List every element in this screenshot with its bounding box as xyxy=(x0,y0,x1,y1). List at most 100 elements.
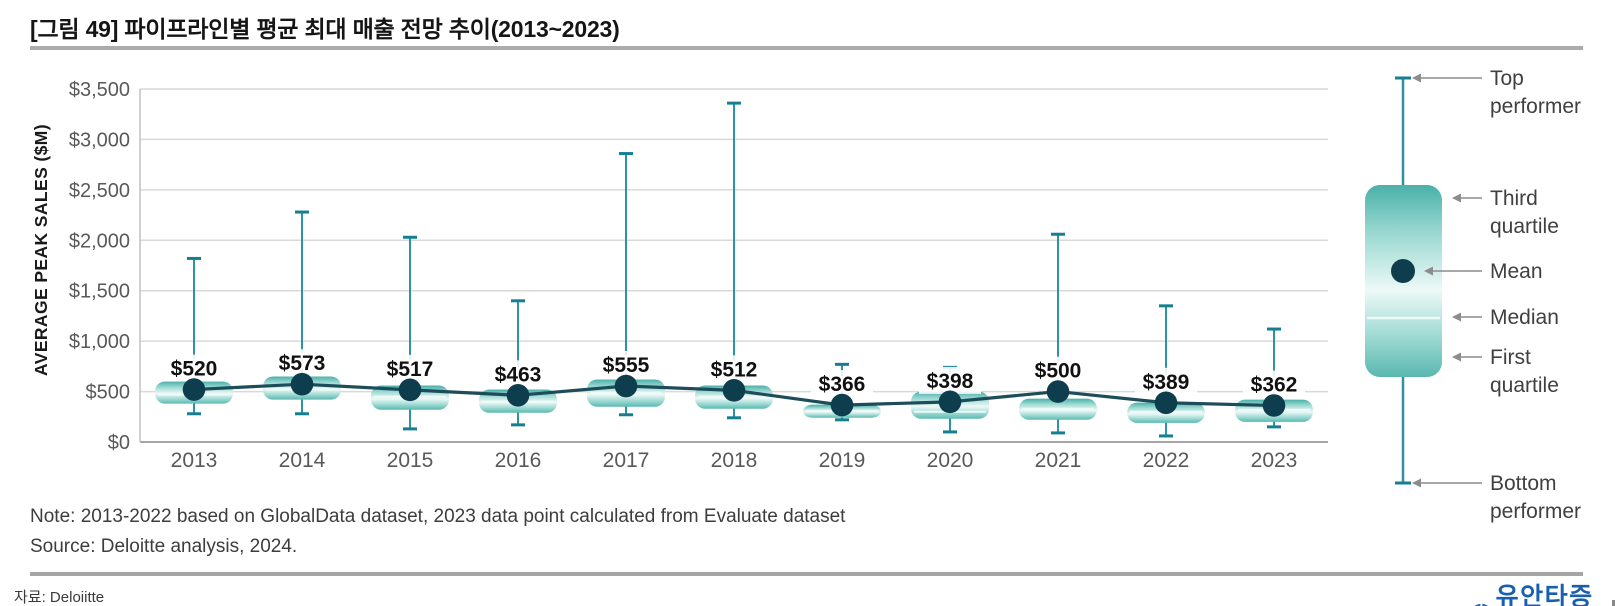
legend-label-1: Third quartile xyxy=(1490,187,1559,238)
mean-label-bg-2018 xyxy=(703,355,765,383)
y-tick-label-2500: $2,500 xyxy=(69,180,130,202)
box-group-2017 xyxy=(587,379,665,407)
whisker-2021 xyxy=(1051,232,1065,435)
whisker-2022 xyxy=(1159,304,1173,438)
whisker-2023 xyxy=(1267,327,1281,429)
whisker-2015 xyxy=(403,235,417,431)
mean-label-2020: $398 xyxy=(927,370,974,393)
box-group-2018 xyxy=(695,385,773,409)
chart-note: Note: 2013-2022 based on GlobalData data… xyxy=(30,506,846,527)
x-tick-label-2022: 2022 xyxy=(1143,449,1190,472)
box-group-2015 xyxy=(371,385,449,410)
x-tick-label-2018: 2018 xyxy=(711,449,758,472)
mean-trend-line xyxy=(193,382,1275,408)
y-tick-label-1500: $1,500 xyxy=(69,281,130,303)
legend-label-5: Bottom performer xyxy=(1490,472,1581,523)
whisker-2019 xyxy=(835,362,849,422)
whisker-2016 xyxy=(511,299,525,427)
mean-label-2013: $520 xyxy=(171,358,218,381)
x-tick-label-2017: 2017 xyxy=(603,449,650,472)
legend-label-4: First quartile xyxy=(1490,346,1559,397)
legend-label-3: Median xyxy=(1490,306,1559,329)
mean-label-bg-2015 xyxy=(379,354,441,382)
x-tick-label-2020: 2020 xyxy=(927,449,974,472)
legend-arrowhead-2 xyxy=(1424,266,1433,276)
mean-label-bg-2022 xyxy=(1135,367,1197,395)
legend-label-2: Mean xyxy=(1490,260,1543,283)
mean-label-bg-2020 xyxy=(919,366,981,394)
quartile-box-2023 xyxy=(1235,399,1313,422)
legend-arrowhead-1 xyxy=(1452,193,1461,203)
whisker-2017 xyxy=(619,152,633,417)
yuanta-logo-icon xyxy=(1474,604,1488,606)
mean-dot-2018 xyxy=(722,379,746,402)
figure-title: [그림 49] 파이프라인별 평균 최대 매출 전망 추이(2013~2023) xyxy=(30,16,620,42)
box-group-2013 xyxy=(155,381,233,404)
mean-label-bg-2023 xyxy=(1243,370,1305,398)
footer-source-note: 자료: Deloiitte xyxy=(14,589,105,606)
mean-label-2014: $573 xyxy=(279,352,326,375)
title-divider xyxy=(30,46,1583,50)
mean-dot-2013 xyxy=(182,378,206,401)
mean-dot-2014 xyxy=(290,372,314,396)
quartile-box-2020 xyxy=(911,391,989,419)
quartile-box-2013 xyxy=(155,381,233,404)
quartile-box-2014 xyxy=(263,376,341,400)
y-tick-label-500: $500 xyxy=(86,382,131,404)
brand-divider-bar xyxy=(1612,600,1615,606)
mean-dot-2019 xyxy=(830,393,854,417)
x-tick-label-2016: 2016 xyxy=(495,449,542,472)
legend-label-0: Top performer xyxy=(1490,67,1581,118)
mean-dot-2021 xyxy=(1046,380,1070,403)
mean-label-2022: $389 xyxy=(1143,371,1190,394)
whisker-2020 xyxy=(943,365,957,434)
legend: Top performer Third quartile Mean Median First… xyxy=(1365,67,1581,523)
mean-label-bg-2013 xyxy=(163,354,225,382)
box-group-2016 xyxy=(479,389,557,413)
x-tick-label-2013: 2013 xyxy=(171,449,218,472)
quartile-box-2015 xyxy=(371,385,449,410)
mean-label-2018: $512 xyxy=(711,358,758,381)
whisker-2014 xyxy=(295,210,309,416)
footer-divider xyxy=(30,572,1583,576)
box-group-2014 xyxy=(263,376,341,400)
box-group-2021 xyxy=(1019,398,1097,420)
mean-label-bg-2021 xyxy=(1027,356,1089,384)
mean-dot-2015 xyxy=(398,378,422,402)
whisker-2013 xyxy=(187,256,201,416)
whisker-2018 xyxy=(727,101,741,420)
y-tick-label-1000: $1,000 xyxy=(69,331,130,353)
box-group-2019 xyxy=(803,404,881,418)
mean-label-2023: $362 xyxy=(1251,373,1298,396)
box-group-2022 xyxy=(1127,402,1205,423)
legend-arrowhead-0 xyxy=(1412,73,1421,83)
quartile-box-2018 xyxy=(695,385,773,409)
quartile-box-2017 xyxy=(587,379,665,407)
legend-arrowhead-4 xyxy=(1452,352,1461,362)
y-axis-title: AVERAGE PEAK SALES ($M) xyxy=(31,124,51,376)
quartile-box-2021 xyxy=(1019,398,1097,420)
x-tick-label-2015: 2015 xyxy=(387,449,434,472)
legend-arrowhead-3 xyxy=(1452,312,1461,322)
mean-label-2021: $500 xyxy=(1035,360,1082,383)
y-tick-label-0: $0 xyxy=(108,432,130,454)
box-group-2020 xyxy=(911,391,989,419)
brand-name: 유안타증권 xyxy=(1495,583,1594,606)
mean-dot-2022 xyxy=(1154,391,1178,415)
mean-dot-2023 xyxy=(1262,394,1286,417)
mean-label-2017: $555 xyxy=(603,354,650,377)
quartile-box-2022 xyxy=(1127,402,1205,423)
legend-arrowhead-5 xyxy=(1412,478,1421,488)
mean-dot-2016 xyxy=(506,384,530,407)
mean-label-2019: $366 xyxy=(819,373,866,396)
x-tick-label-2021: 2021 xyxy=(1035,449,1082,472)
mean-label-2016: $463 xyxy=(495,363,542,386)
y-tick-label-3500: $3,500 xyxy=(69,79,130,101)
mean-dot-2020 xyxy=(938,390,962,414)
y-tick-label-2000: $2,000 xyxy=(69,230,130,252)
mean-dot-2017 xyxy=(614,374,638,398)
box-group-2023 xyxy=(1235,399,1313,422)
quartile-box-2019 xyxy=(803,404,881,418)
x-tick-label-2019: 2019 xyxy=(819,449,866,472)
